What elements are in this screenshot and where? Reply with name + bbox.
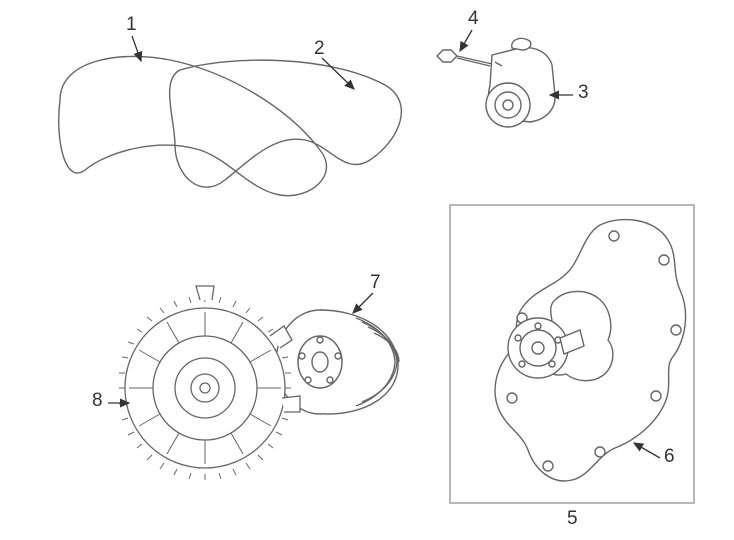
callout-3: 3	[578, 82, 589, 104]
part-belt-1	[59, 56, 327, 195]
part-tensioner	[486, 38, 555, 127]
part-belt-2	[170, 60, 402, 187]
part-bolt	[437, 50, 492, 66]
callout-8: 8	[92, 390, 103, 412]
callout-6: 6	[664, 446, 675, 468]
callout-2: 2	[314, 38, 325, 60]
callout-4: 4	[468, 8, 479, 30]
callout-1: 1	[126, 14, 137, 36]
callout-7: 7	[370, 272, 381, 294]
part-fan-clutch	[119, 286, 300, 480]
part-water-pump	[495, 220, 686, 481]
parts-diagram	[0, 0, 734, 540]
callout-5: 5	[567, 508, 578, 530]
